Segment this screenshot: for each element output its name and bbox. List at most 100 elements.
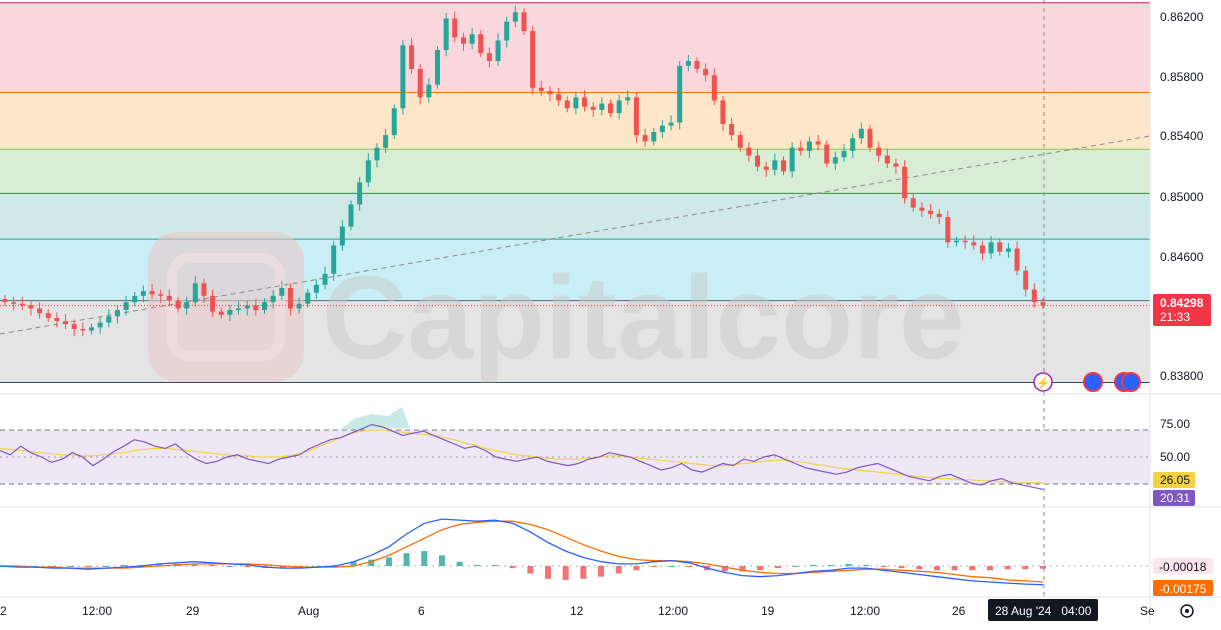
candle-body[interactable] [166, 295, 172, 301]
candle-body[interactable] [772, 160, 778, 170]
settings-gear-icon[interactable] [1180, 604, 1194, 618]
candle-body[interactable] [331, 245, 337, 274]
candle-body[interactable] [954, 240, 959, 243]
candle-body[interactable] [383, 135, 389, 148]
candle-body[interactable] [486, 53, 492, 62]
candle-body[interactable] [192, 283, 198, 303]
candle-body[interactable] [45, 313, 51, 318]
economic-event-icon[interactable] [1083, 372, 1103, 392]
candle-body[interactable] [158, 294, 164, 296]
candle-body[interactable] [599, 103, 605, 110]
candle-body[interactable] [287, 287, 293, 309]
macd-panel[interactable] [0, 518, 1150, 586]
candle-body[interactable] [806, 141, 812, 151]
candle-body[interactable] [305, 292, 311, 304]
candle-body[interactable] [530, 31, 536, 88]
candle-body[interactable] [703, 68, 709, 76]
candle-body[interactable] [582, 97, 588, 107]
candle-body[interactable] [11, 302, 17, 304]
candle-body[interactable] [443, 18, 449, 51]
candle-body[interactable] [997, 242, 1003, 252]
event-markers[interactable]: ⚡ [1033, 372, 1141, 392]
candle-body[interactable] [521, 12, 527, 32]
candle-body[interactable] [858, 128, 864, 139]
candle-body[interactable] [659, 125, 665, 132]
candle-body[interactable] [28, 305, 34, 309]
candle-body[interactable] [1023, 270, 1029, 290]
candle-body[interactable] [106, 316, 112, 323]
candle-body[interactable] [945, 217, 951, 243]
candle-body[interactable] [538, 87, 544, 91]
candle-body[interactable] [789, 147, 795, 172]
candle-body[interactable] [460, 37, 466, 44]
candle-body[interactable] [37, 308, 43, 314]
candle-body[interactable] [175, 300, 181, 309]
candle-body[interactable] [478, 34, 484, 54]
candle-body[interactable] [512, 12, 518, 22]
candle-body[interactable] [339, 226, 345, 246]
candle-body[interactable] [426, 84, 432, 98]
lightning-event-icon[interactable] [1033, 372, 1053, 392]
candle-body[interactable] [763, 166, 769, 170]
candle-body[interactable] [928, 210, 934, 214]
candle-body[interactable] [616, 100, 622, 114]
candle-body[interactable] [322, 273, 328, 285]
candle-body[interactable] [824, 144, 830, 164]
candle-body[interactable] [54, 317, 60, 322]
candle-body[interactable] [149, 291, 155, 295]
trend-line[interactable] [0, 135, 1151, 335]
candle-body[interactable] [737, 135, 743, 148]
economic-event-icon[interactable] [1121, 372, 1141, 392]
candle-body[interactable] [357, 182, 363, 205]
candle-body[interactable] [1014, 248, 1020, 271]
candle-body[interactable] [417, 68, 423, 98]
candle-body[interactable] [63, 321, 69, 325]
candle-body[interactable] [979, 245, 985, 254]
candle-body[interactable] [902, 166, 908, 199]
candle-body[interactable] [348, 204, 354, 227]
candle-body[interactable] [71, 324, 77, 329]
candle-body[interactable] [781, 160, 786, 172]
candle-body[interactable] [270, 295, 276, 303]
candle-body[interactable] [80, 328, 86, 331]
candle-body[interactable] [253, 305, 259, 311]
candle-body[interactable] [841, 150, 847, 158]
candle-body[interactable] [132, 295, 138, 303]
candle-body[interactable] [365, 160, 371, 183]
candle-body[interactable] [893, 163, 899, 167]
candle-body[interactable] [936, 213, 942, 218]
candle-body[interactable] [962, 240, 968, 243]
candle-body[interactable] [244, 305, 250, 309]
candle-body[interactable] [279, 287, 285, 296]
candle-body[interactable] [296, 303, 302, 309]
candle-body[interactable] [694, 61, 700, 69]
candle-body[interactable] [910, 198, 916, 208]
candle-body[interactable] [313, 284, 319, 293]
candle-body[interactable] [798, 147, 804, 151]
candle-body[interactable] [608, 103, 613, 114]
rsi-axis[interactable]: 75.00 50.00 26.05 20.31 [1153, 417, 1195, 506]
candle-body[interactable] [556, 94, 562, 101]
price-axis[interactable]: 0.86200 0.85800 0.85400 0.85000 0.84600 … [1153, 10, 1211, 383]
candle-body[interactable] [140, 291, 146, 296]
candle-body[interactable] [236, 308, 242, 311]
candle-body[interactable] [97, 322, 103, 328]
candle-body[interactable] [19, 303, 25, 306]
candle-body[interactable] [651, 131, 657, 142]
candle-body[interactable] [201, 283, 207, 296]
candle-body[interactable] [374, 147, 380, 161]
candle-body[interactable] [452, 18, 458, 38]
candle-body[interactable] [1040, 302, 1046, 306]
candle-body[interactable] [815, 141, 821, 145]
candle-body[interactable] [755, 155, 761, 167]
candle-body[interactable] [409, 45, 415, 69]
candle-body[interactable] [400, 45, 406, 109]
candle-body[interactable] [884, 155, 890, 164]
candle-body[interactable] [391, 108, 397, 136]
candle-body[interactable] [547, 90, 553, 95]
candle-body[interactable] [1005, 248, 1011, 252]
candle-body[interactable] [218, 311, 224, 315]
candle-body[interactable] [210, 295, 216, 312]
candle-body[interactable] [685, 61, 691, 66]
